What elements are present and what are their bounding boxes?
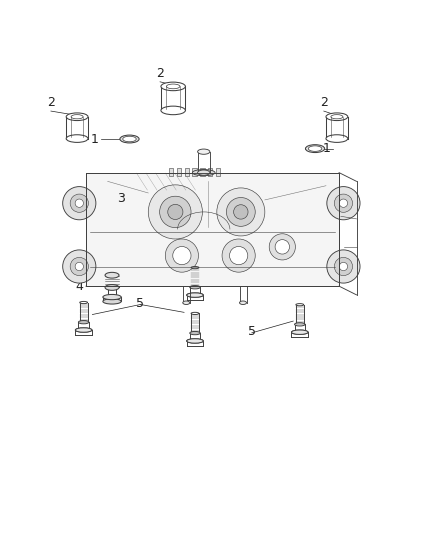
Circle shape xyxy=(159,196,191,228)
Bar xyxy=(184,168,189,176)
Bar xyxy=(208,168,212,176)
Circle shape xyxy=(173,246,191,265)
Circle shape xyxy=(165,239,198,272)
Ellipse shape xyxy=(326,135,348,142)
Circle shape xyxy=(222,239,255,272)
Ellipse shape xyxy=(198,170,210,175)
Circle shape xyxy=(233,205,248,219)
Ellipse shape xyxy=(305,144,325,152)
Ellipse shape xyxy=(187,339,203,343)
Ellipse shape xyxy=(75,328,92,332)
Ellipse shape xyxy=(291,330,308,334)
Ellipse shape xyxy=(75,328,92,332)
Circle shape xyxy=(217,188,265,236)
Circle shape xyxy=(269,234,295,260)
Ellipse shape xyxy=(291,330,308,334)
Bar xyxy=(200,168,205,176)
Ellipse shape xyxy=(191,266,199,269)
Bar xyxy=(216,168,220,176)
Text: 3: 3 xyxy=(117,192,125,205)
Text: 2: 2 xyxy=(156,67,164,80)
Circle shape xyxy=(148,185,202,239)
FancyBboxPatch shape xyxy=(86,173,339,286)
Ellipse shape xyxy=(161,106,185,115)
Ellipse shape xyxy=(183,301,190,304)
Ellipse shape xyxy=(80,302,88,304)
Text: 1: 1 xyxy=(322,142,330,155)
Text: 5: 5 xyxy=(136,297,145,310)
Ellipse shape xyxy=(71,115,83,119)
Circle shape xyxy=(334,257,353,276)
Bar xyxy=(177,168,181,176)
Ellipse shape xyxy=(240,301,247,304)
Ellipse shape xyxy=(78,320,89,324)
Ellipse shape xyxy=(187,293,203,297)
Ellipse shape xyxy=(331,115,343,119)
Ellipse shape xyxy=(120,135,139,143)
Circle shape xyxy=(339,262,348,271)
Bar xyxy=(169,168,173,176)
Circle shape xyxy=(275,240,290,254)
Ellipse shape xyxy=(294,322,305,326)
Text: 2: 2 xyxy=(47,96,55,109)
Ellipse shape xyxy=(105,285,119,290)
Circle shape xyxy=(70,257,88,276)
Circle shape xyxy=(327,250,360,283)
Circle shape xyxy=(230,246,248,265)
Ellipse shape xyxy=(66,135,88,142)
Ellipse shape xyxy=(166,84,180,89)
Ellipse shape xyxy=(103,299,121,304)
Ellipse shape xyxy=(296,304,304,306)
Ellipse shape xyxy=(123,136,136,142)
Circle shape xyxy=(70,194,88,212)
Circle shape xyxy=(63,187,96,220)
Circle shape xyxy=(75,199,83,207)
Text: 2: 2 xyxy=(320,96,328,109)
Circle shape xyxy=(168,204,183,220)
Ellipse shape xyxy=(190,332,200,335)
Circle shape xyxy=(75,262,83,271)
Circle shape xyxy=(327,187,360,220)
Circle shape xyxy=(63,250,96,283)
Ellipse shape xyxy=(187,339,203,343)
Ellipse shape xyxy=(187,293,203,297)
Circle shape xyxy=(339,199,348,207)
Ellipse shape xyxy=(103,294,121,300)
Ellipse shape xyxy=(161,82,185,91)
Ellipse shape xyxy=(66,113,88,120)
Text: 1: 1 xyxy=(91,133,99,146)
Ellipse shape xyxy=(326,113,348,120)
Text: 4: 4 xyxy=(76,280,84,293)
Ellipse shape xyxy=(198,149,210,154)
Circle shape xyxy=(226,198,255,227)
Text: 5: 5 xyxy=(248,326,256,338)
Ellipse shape xyxy=(308,146,322,151)
Ellipse shape xyxy=(105,272,119,278)
Ellipse shape xyxy=(190,286,200,289)
Bar xyxy=(192,168,197,176)
Ellipse shape xyxy=(192,169,215,176)
Ellipse shape xyxy=(191,312,199,314)
Circle shape xyxy=(334,194,353,212)
